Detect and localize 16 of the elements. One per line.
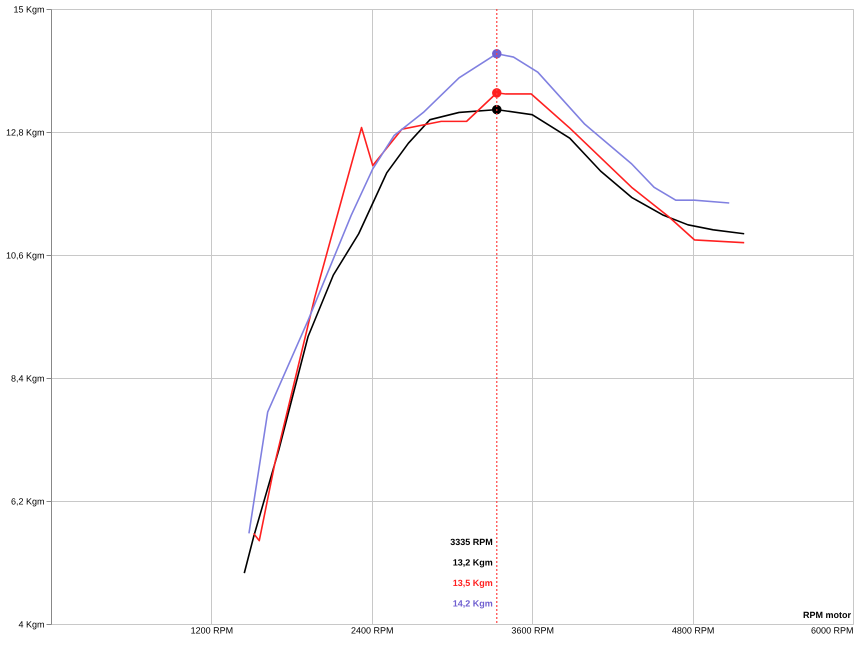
annotation: 13,5 Kgm xyxy=(452,578,493,588)
y-tick-label: 10,6 Kgm xyxy=(6,250,44,260)
x-tick-label: 1200 RPM xyxy=(190,626,234,636)
annotation: 14,2 Kgm xyxy=(452,598,493,608)
y-tick-label: 15 Kgm xyxy=(13,4,44,14)
annotation: 3335 RPM xyxy=(450,537,493,547)
x-tick-label: 4800 RPM xyxy=(672,626,714,636)
y-tick-label: 4 Kgm xyxy=(18,620,44,630)
annotation: 13,2 Kgm xyxy=(452,558,493,568)
x-axis-title: RPM motor xyxy=(803,610,852,620)
x-tick-label: 2400 RPM xyxy=(351,626,394,636)
x-tick-label: 6000 RPM xyxy=(810,626,854,636)
y-tick-label: 12,8 Kgm xyxy=(6,128,44,138)
x-tick-label: 3600 RPM xyxy=(511,626,554,636)
y-tick-label: 8,4 Kgm xyxy=(10,374,44,384)
y-tick-label: 6,2 Kgm xyxy=(10,496,44,506)
